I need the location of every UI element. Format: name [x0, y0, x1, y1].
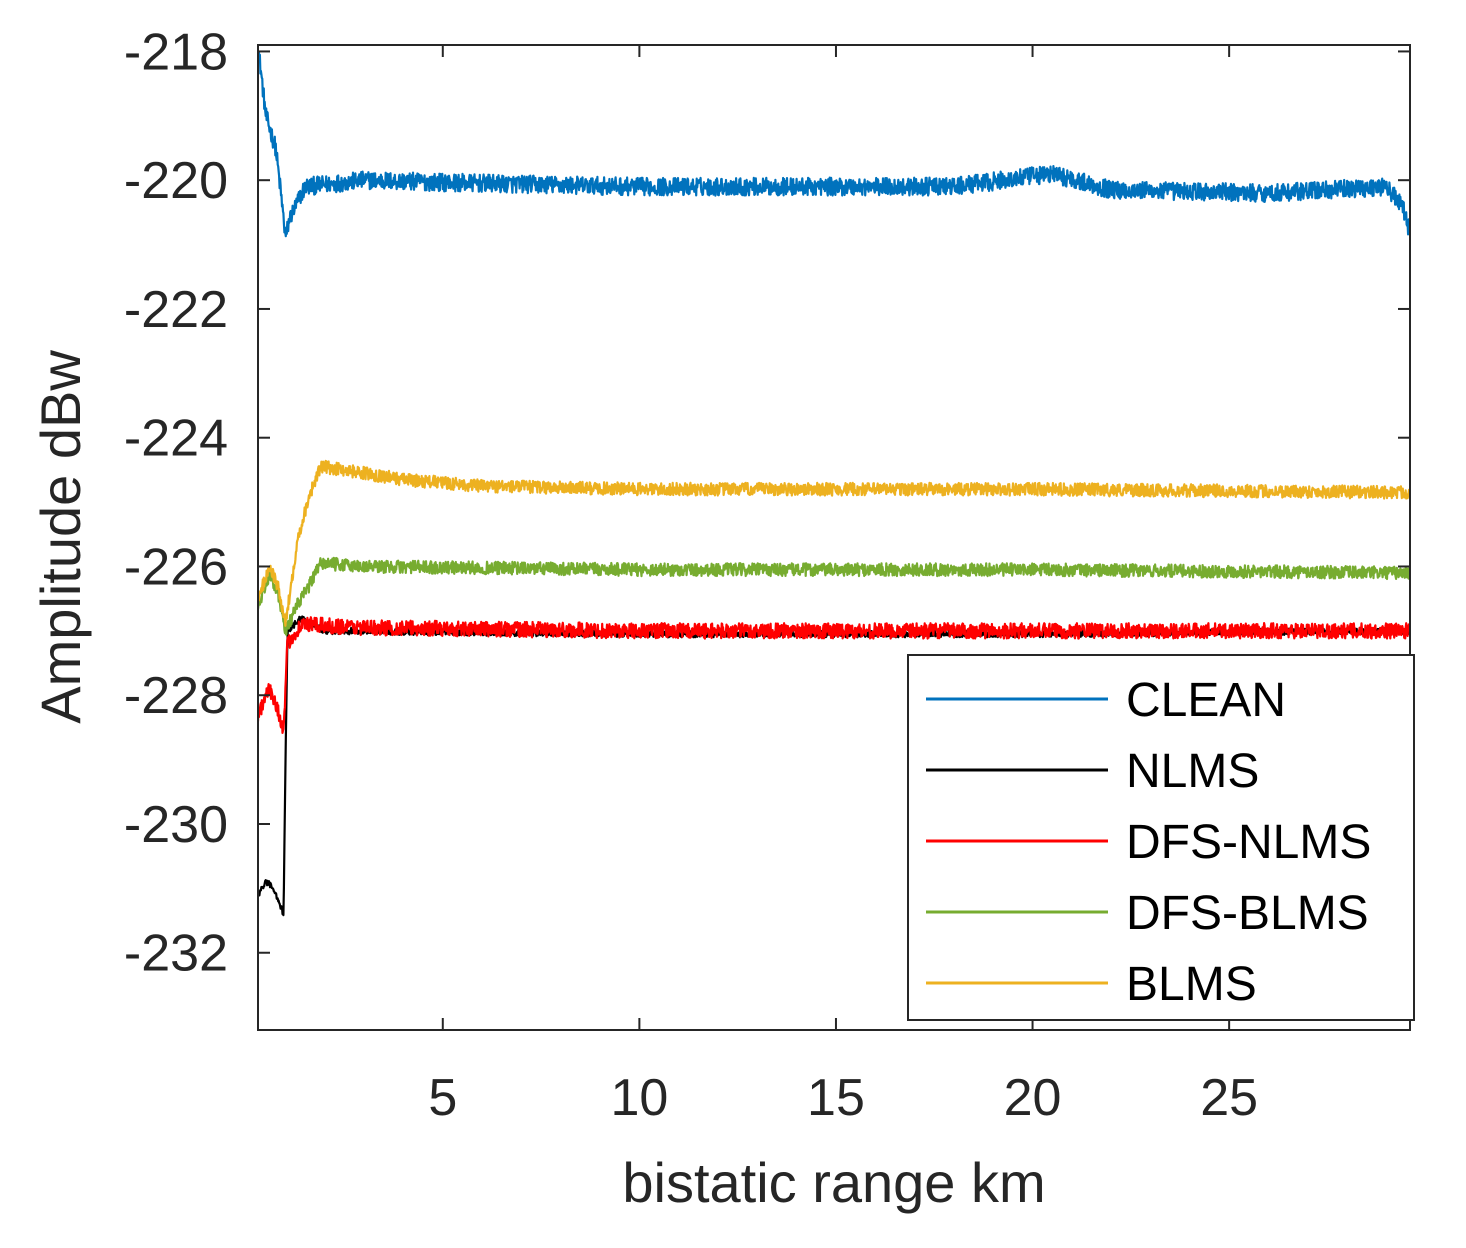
series-line-dfs-nlms: [258, 616, 1410, 734]
x-axis-title: bistatic range km: [622, 1151, 1045, 1214]
legend-label-nlms: NLMS: [1126, 745, 1259, 798]
axes: [257, 44, 1411, 1031]
legend-box: [907, 654, 1415, 1021]
tick-labels: 5 10 15 20 25 -218 -220 -222 -224 -226 -228 -230 -23…: [124, 23, 1258, 1127]
y-tick-label: -218: [124, 23, 228, 81]
legend-label-dfs-nlms: DFS-NLMS: [1126, 816, 1371, 869]
series-line-blms: [258, 459, 1410, 627]
legend-label-dfs-blms: DFS-BLMS: [1126, 887, 1369, 940]
x-tick-label: 15: [807, 1069, 865, 1127]
y-tick-label: -226: [124, 538, 228, 596]
legend-label-clean: CLEAN: [1126, 674, 1286, 727]
series-layer: [258, 51, 1410, 917]
series-line-dfs-blms: [258, 556, 1410, 636]
legend: CLEAN NLMS DFS-NLMS DFS-BLMS BLMS: [907, 654, 1415, 1021]
y-tick-label: -230: [124, 796, 228, 854]
y-axis-title: Amplitude dBw: [29, 350, 92, 724]
y-tick-label: -232: [124, 925, 228, 983]
y-tick-label: -222: [124, 281, 228, 339]
series-line-clean: [258, 51, 1410, 238]
y-tick-label: -220: [124, 152, 228, 210]
legend-label-blms: BLMS: [1126, 958, 1257, 1011]
x-tick-label: 25: [1200, 1069, 1258, 1127]
x-tick-label: 10: [610, 1069, 668, 1127]
y-tick-label: -228: [124, 667, 228, 725]
y-tick-label: -224: [124, 410, 228, 468]
x-tick-label: 20: [1004, 1069, 1062, 1127]
x-tick-label: 5: [428, 1069, 457, 1127]
plot-frame: [257, 44, 1411, 1031]
